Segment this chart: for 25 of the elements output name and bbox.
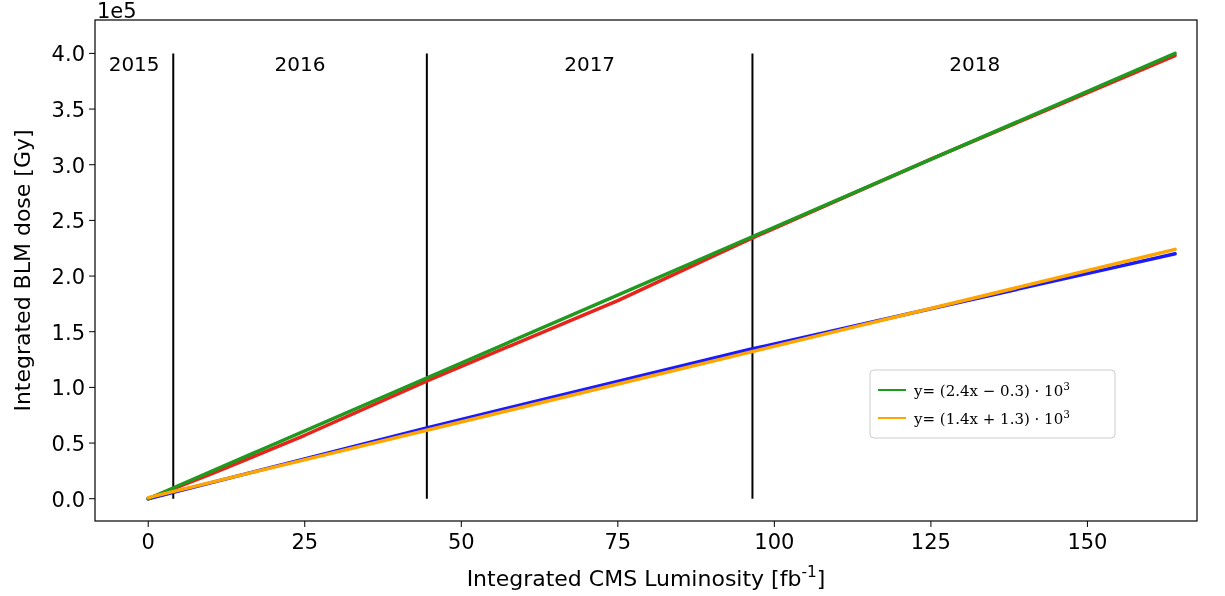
annotation: 2018 — [949, 52, 1001, 77]
annotation: 2016 — [274, 52, 326, 77]
annotation: 2015 — [108, 52, 160, 77]
annotation: 1e5 — [97, 0, 137, 23]
y-tick-label: 3.5 — [51, 98, 85, 123]
legend-label: y= (1.4x + 1.3) · 10$^{3}$ — [913, 408, 1070, 428]
y-tick-label: 0.0 — [51, 487, 85, 512]
y-tick-label: 1.0 — [51, 376, 85, 401]
y-tick-label: 0.5 — [51, 432, 85, 457]
x-tick-label: 0 — [141, 530, 155, 554]
y-tick-label: 3.0 — [51, 153, 85, 178]
x-tick-label: 100 — [754, 530, 795, 554]
y-tick-label: 2.0 — [51, 265, 85, 290]
annotation: 2017 — [564, 52, 616, 77]
x-tick-label: 75 — [604, 530, 632, 554]
y-tick-label: 2.5 — [51, 209, 85, 234]
x-tick-label: 150 — [1067, 530, 1108, 554]
x-tick-label: 25 — [291, 530, 319, 554]
x-axis-title: Integrated CMS Luminosity [fb$^{-1}$] — [466, 563, 826, 591]
y-axis-title: Integrated BLM dose [Gy] — [10, 129, 35, 412]
x-tick-label: 125 — [910, 530, 951, 554]
y-tick-label: 1.5 — [51, 320, 85, 345]
legend-label: y= (2.4x − 0.3) · 10$^{3}$ — [913, 380, 1070, 400]
x-tick-label: 50 — [447, 530, 475, 554]
y-tick-label: 4.0 — [51, 42, 85, 67]
